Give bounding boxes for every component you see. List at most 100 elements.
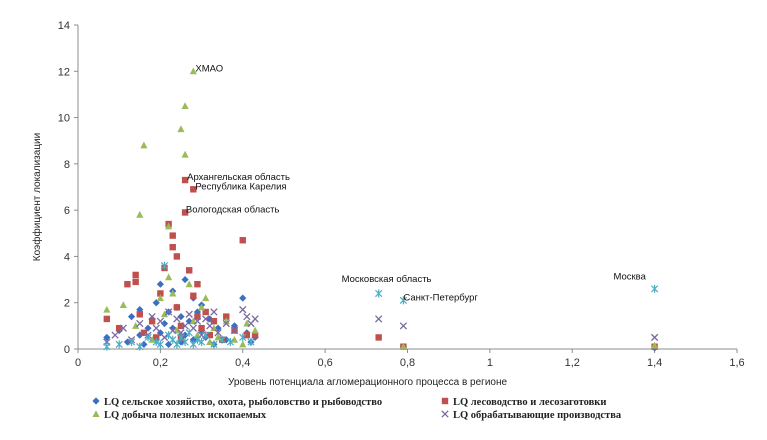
data-point-series-2: [202, 308, 209, 316]
data-point-series-1: [181, 275, 189, 284]
data-point-series-5: [375, 289, 383, 298]
x-tick-label: 0,8: [400, 357, 415, 369]
data-point-series-3: [243, 319, 251, 327]
legend-marker-series-3: [92, 410, 100, 417]
axes-layer: 0 2 4 6 8 10 12 14 0 0,2 0,4 0,6 0,8 1 1,2 1,4 1,6 Уровен…: [31, 20, 745, 388]
legend-entry-label: LQ добыча полезных ископаемых: [104, 410, 267, 421]
data-point-series-5: [144, 333, 152, 342]
data-point-series-1: [214, 324, 222, 332]
data-point-series-2: [153, 334, 160, 341]
data-point-series-3: [181, 102, 189, 109]
data-point-series-5: [156, 340, 164, 349]
data-point-series-5: [127, 338, 136, 347]
data-point-series-3: [156, 294, 164, 302]
data-point-series-2: [140, 329, 148, 336]
data-point-series-1: [181, 331, 189, 339]
data-point-series-2: [115, 324, 123, 332]
data-point-series-1: [239, 294, 247, 302]
data-point-series-3: [189, 317, 197, 325]
data-point-series-5: [197, 338, 206, 347]
data-point-series-4: [650, 333, 659, 342]
data-point-series-3: [181, 150, 189, 158]
data-point-series-1: [140, 340, 148, 348]
y-tick-label: 0: [64, 344, 70, 356]
data-point-series-5: [218, 335, 226, 344]
data-point-series-2: [251, 331, 259, 339]
data-point-series-4: [243, 312, 251, 321]
y-tick-label: 4: [64, 251, 70, 263]
data-point-series-3: [251, 326, 259, 334]
data-point-series-5: [181, 338, 189, 347]
data-point-series-3: [119, 301, 127, 309]
point-annotation: Московская область: [342, 274, 432, 285]
data-point-series-2: [132, 271, 139, 279]
data-point-series-1: [165, 340, 173, 348]
data-point-series-5: [115, 340, 123, 349]
data-point-series-3: [103, 305, 111, 313]
data-point-series-3: [206, 338, 214, 346]
data-point-series-4: [148, 312, 156, 321]
data-point-series-3: [173, 326, 181, 334]
data-point-series-4: [173, 315, 181, 323]
data-point-series-3: [148, 335, 156, 343]
data-point-series-2: [148, 318, 156, 325]
data-point-series-2: [177, 322, 185, 330]
data-point-series-1: [177, 313, 185, 321]
data-point-series-4: [160, 333, 169, 342]
x-tick-label: 1,6: [729, 357, 744, 369]
data-point-series-2: [190, 186, 197, 193]
data-point-series-2: [194, 281, 201, 288]
data-point-series-2: [157, 290, 164, 297]
data-points-layer: [103, 67, 659, 352]
point-annotation: Архангельская область: [187, 172, 290, 183]
point-annotation: Республика Карелия: [195, 181, 286, 192]
data-point-series-5: [152, 338, 160, 347]
data-point-series-2: [173, 253, 181, 260]
data-point-series-4: [156, 317, 165, 325]
data-point-series-3: [136, 210, 144, 218]
data-point-series-3: [185, 280, 193, 288]
x-tick-label: 1: [487, 357, 493, 369]
data-point-series-3: [169, 289, 177, 297]
data-point-series-5: [193, 335, 202, 344]
data-point-series-3: [197, 303, 206, 311]
legend-marker-series-1: [92, 397, 100, 405]
data-point-series-4: [239, 305, 247, 314]
data-point-series-5: [173, 340, 181, 349]
data-point-series-3: [202, 294, 210, 302]
data-point-series-2: [173, 304, 181, 311]
data-point-series-1: [136, 306, 144, 314]
y-axis-title: Коэффициент локализации: [31, 133, 43, 261]
data-point-series-3: [230, 335, 239, 343]
data-point-series-2: [243, 331, 251, 339]
data-point-series-1: [144, 324, 152, 332]
data-point-series-2: [190, 292, 197, 299]
data-point-series-1: [230, 322, 239, 330]
legend-marker-series-2: [441, 397, 449, 405]
data-point-series-3: [214, 333, 222, 341]
data-point-series-3: [165, 222, 173, 230]
data-point-series-2: [181, 176, 189, 184]
data-point-series-5: [202, 331, 210, 340]
data-point-series-2: [186, 267, 193, 274]
y-tick-label: 10: [58, 113, 70, 125]
data-point-series-4: [185, 310, 193, 318]
data-point-series-2: [223, 313, 230, 320]
data-point-series-2: [181, 209, 189, 216]
data-point-series-1: [160, 319, 169, 328]
y-tick-label: 14: [58, 20, 70, 32]
data-point-series-3: [177, 125, 185, 133]
data-point-series-5: [160, 261, 169, 270]
data-point-series-4: [251, 315, 259, 323]
x-tick-label: 0,6: [317, 357, 332, 369]
data-point-series-4: [230, 326, 239, 335]
data-point-series-5: [136, 342, 144, 351]
data-point-series-1: [156, 280, 164, 288]
y-tick-label: 6: [64, 205, 70, 217]
data-point-series-3: [239, 340, 247, 348]
data-point-series-2: [124, 281, 131, 288]
data-point-series-2: [194, 313, 201, 320]
point-annotation: Москва: [613, 272, 646, 283]
data-point-series-4: [164, 308, 173, 316]
